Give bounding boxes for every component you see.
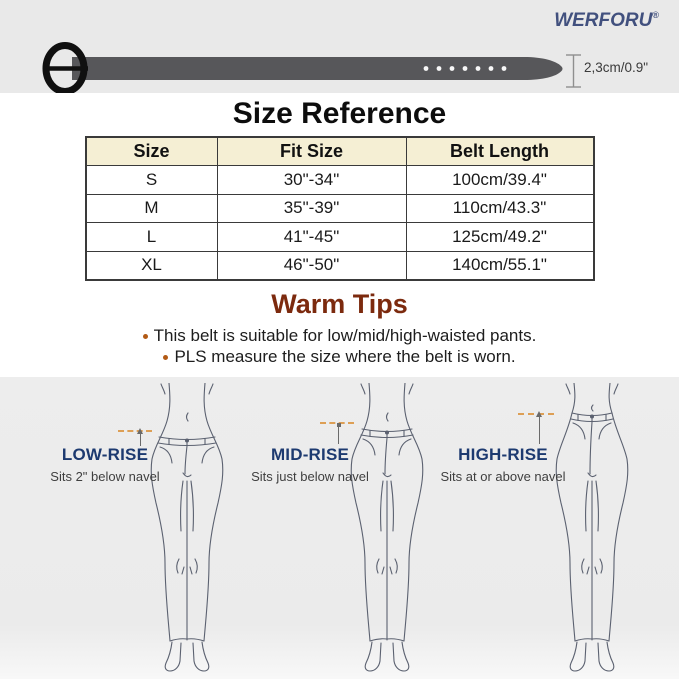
warm-tips-title: Warm Tips [271, 289, 408, 319]
high-rise-label: HIGH-RISE [458, 445, 548, 464]
cell-fit: 35"-39" [216, 193, 407, 223]
warm-tip-text: PLS measure the size where the belt is w… [174, 346, 516, 366]
table-row: L 41"-45" 125cm/49.2" [85, 222, 594, 252]
cell-fit: 30"-34" [216, 165, 407, 195]
belt-holes [423, 66, 507, 71]
size-reference-section: Size Reference Size Fit Size Belt Length… [0, 93, 679, 367]
measure-bracket-icon [566, 54, 581, 88]
warm-tip-text: This belt is suitable for low/mid/high-w… [153, 326, 537, 345]
size-table-header-row: Size Fit Size Belt Length [85, 136, 594, 166]
warm-tip-item: This belt is suitable for low/mid/high-w… [0, 326, 679, 346]
low-rise-figure [150, 383, 224, 672]
cell-fit: 41"-45" [216, 222, 407, 252]
table-row: XL 46"-50" 140cm/55.1" [85, 250, 594, 281]
bullet-icon [142, 334, 148, 339]
warm-tip-item: PLS measure the size where the belt is w… [0, 347, 679, 367]
size-table: Size Fit Size Belt Length S 30"-34" 100c… [84, 136, 595, 281]
belt-illustration [42, 42, 581, 95]
high-rise-pointer-arrow [535, 411, 544, 444]
low-rise-level-dashed-line [118, 430, 152, 432]
bullet-icon [163, 354, 169, 360]
low-rise-label-block: LOW-RISE Sits 2" below navel [26, 445, 184, 484]
col-header-belt-length: Belt Length [405, 136, 594, 166]
low-rise-pointer-arrow [136, 428, 145, 446]
cell-size: S [85, 165, 218, 195]
col-header-size: Size [85, 136, 218, 166]
high-rise-label-block: HIGH-RISE Sits at or above navel [417, 445, 589, 484]
cell-length: 110cm/43.3" [405, 193, 594, 223]
belt-strap [72, 57, 563, 80]
mid-rise-figure [350, 383, 424, 672]
cell-length: 100cm/39.4" [405, 165, 594, 195]
cell-size: M [85, 193, 218, 223]
cell-length: 125cm/49.2" [405, 222, 594, 252]
mid-rise-label: MID-RISE [270, 445, 350, 464]
mid-rise-description: Sits just below navel [251, 469, 369, 484]
high-rise-figure [555, 383, 629, 672]
rise-guide-section: LOW-RISE Sits 2" below navel MID-RISE Si… [0, 377, 679, 679]
belt-banner: WERFORU® 2,3cm/0.9" [0, 0, 679, 95]
table-row: M 35"-39" 110cm/43.3" [85, 193, 594, 223]
size-reference-title: Size Reference [232, 97, 447, 130]
high-rise-description: Sits at or above navel [440, 469, 566, 484]
belt-width-label: 2,3cm/0.9" [584, 60, 649, 75]
col-header-fit-size: Fit Size [216, 136, 407, 166]
table-row: S 30"-34" 100cm/39.4" [85, 165, 594, 195]
belt-buckle [42, 42, 88, 95]
brand-logo: WERFORU® [554, 10, 659, 31]
mid-rise-label-block: MID-RISE Sits just below navel [228, 445, 392, 484]
mid-rise-pointer-line [336, 423, 342, 444]
cell-size: XL [85, 250, 218, 281]
low-rise-label: LOW-RISE [61, 445, 149, 464]
cell-length: 140cm/55.1" [405, 250, 594, 281]
registered-mark: ® [652, 10, 659, 20]
low-rise-description: Sits 2" below navel [50, 469, 160, 484]
cell-fit: 46"-50" [216, 250, 407, 281]
cell-size: L [85, 222, 218, 252]
